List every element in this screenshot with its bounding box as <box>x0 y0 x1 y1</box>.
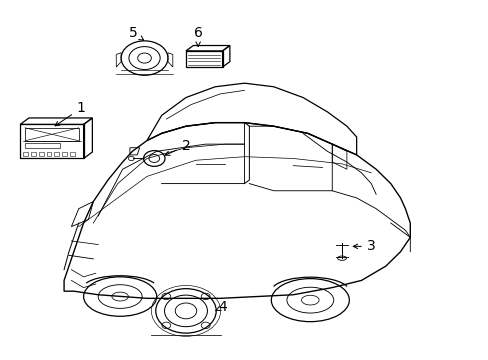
Bar <box>185 51 222 67</box>
Bar <box>70 152 75 156</box>
Bar <box>31 152 36 156</box>
Text: 3: 3 <box>352 239 375 253</box>
Bar <box>23 152 28 156</box>
Bar <box>62 152 67 156</box>
Text: 1: 1 <box>55 101 85 126</box>
Text: 4: 4 <box>215 300 226 314</box>
Text: 5: 5 <box>129 26 143 40</box>
Bar <box>46 152 51 156</box>
Bar <box>25 128 79 141</box>
Bar <box>54 152 59 156</box>
Text: 2: 2 <box>165 139 190 156</box>
Bar <box>39 152 43 156</box>
Bar <box>25 143 60 148</box>
Bar <box>20 125 83 158</box>
Text: 6: 6 <box>193 26 202 46</box>
